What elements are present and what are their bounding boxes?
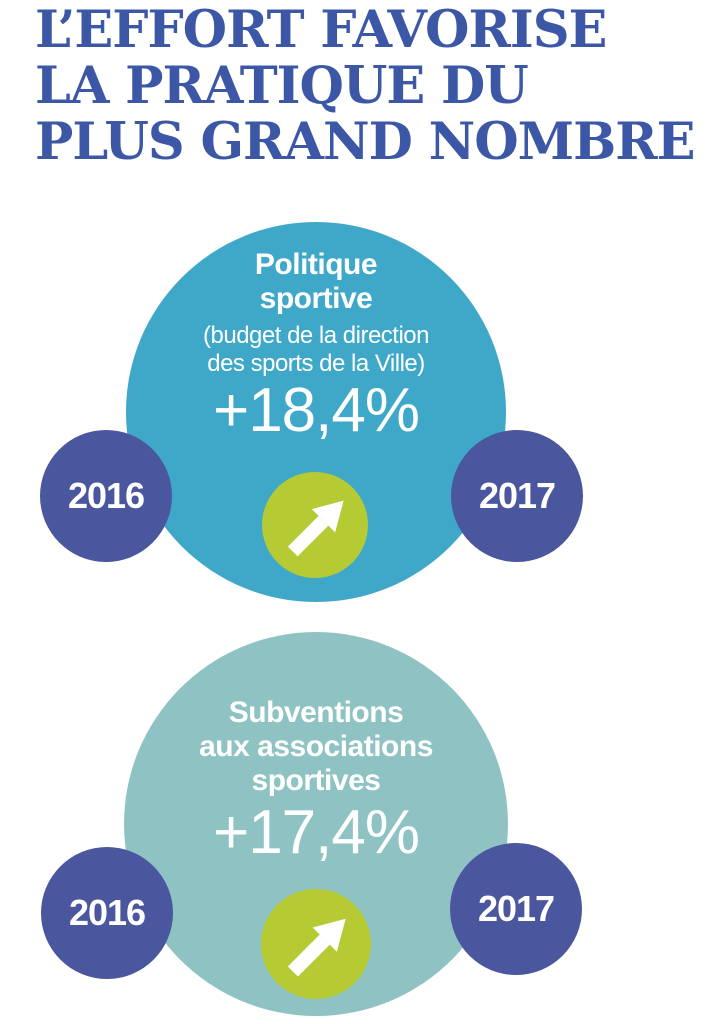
page-title: L’EFFORT FAVORISE LA PRATIQUE DU PLUS GR…	[35, 0, 695, 172]
year-label: 2016	[67, 475, 145, 516]
page-title-line-1: L’EFFORT FAVORISE	[35, 0, 607, 60]
year-badge-2017: 2017	[450, 843, 582, 975]
year-label: 2017	[477, 888, 555, 929]
arrow-up-right-icon	[287, 918, 346, 977]
stat-title: Politique sportive	[126, 248, 506, 316]
stat-title-line: sportives	[251, 764, 381, 797]
stat-subtitle-line: (budget de la direction	[203, 322, 430, 349]
stat-subtitle: (budget de la direction des sports de la…	[126, 322, 506, 378]
growth-badge	[262, 472, 368, 578]
stat-title-line: Politique	[254, 248, 378, 281]
year-badge-2017: 2017	[451, 430, 583, 562]
year-label: 2016	[68, 892, 146, 933]
stat-subtitle-line: des sports de la Ville)	[207, 350, 425, 377]
stat-value: +18,4%	[212, 376, 420, 445]
year-badge-2016: 2016	[40, 430, 172, 562]
arrow-up-right-icon	[287, 500, 344, 557]
page-title-line-3: PLUS GRAND NOMBRE	[35, 112, 695, 172]
page-title-line-2: LA PRATIQUE DU	[35, 56, 529, 116]
stat-title: Subventions aux associations sportives	[124, 696, 508, 798]
year-label: 2017	[478, 475, 556, 516]
stat-title-line: aux associations	[199, 730, 433, 763]
stat-value: +17,4%	[212, 798, 420, 867]
growth-badge	[261, 889, 371, 999]
stat-title-line: sportive	[259, 282, 373, 315]
year-badge-2016: 2016	[41, 847, 173, 979]
stat-title-line: Subventions	[228, 696, 404, 729]
